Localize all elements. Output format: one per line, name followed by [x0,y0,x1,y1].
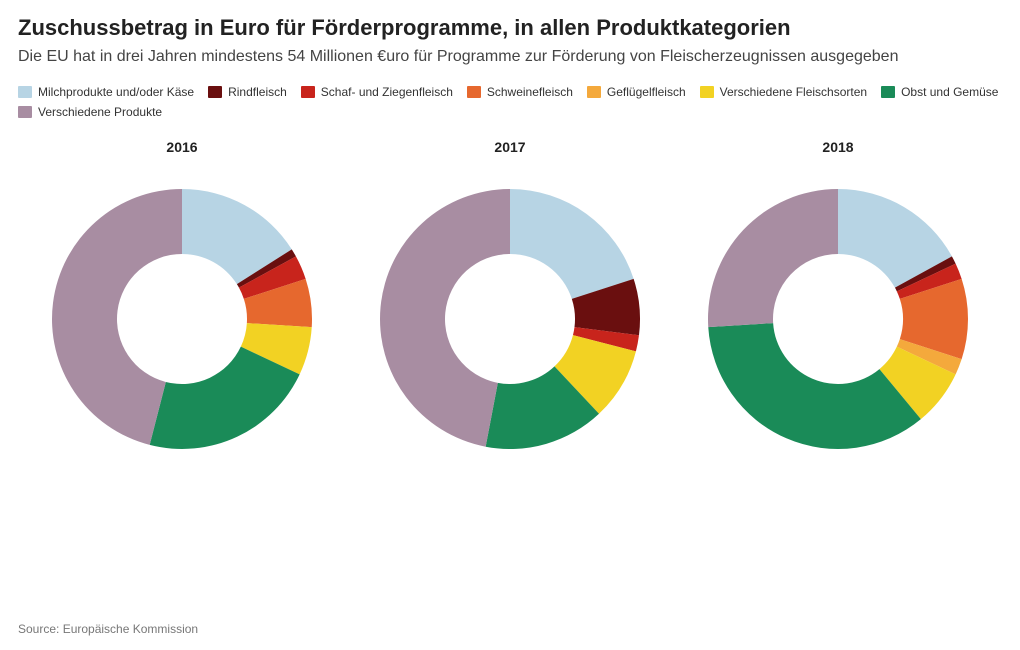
legend-item: Verschiedene Produkte [18,105,162,119]
legend-swatch [301,86,315,98]
donut-slice [510,189,634,299]
legend-item: Geflügelfleisch [587,85,686,99]
donut-slice [708,323,921,449]
chart-title: Zuschussbetrag in Euro für Förderprogram… [18,14,1002,42]
legend-label: Schaf- und Ziegenfleisch [321,85,453,99]
year-label: 2018 [822,139,853,155]
legend-label: Obst und Gemüse [901,85,998,99]
donut-chart [698,179,978,459]
charts-row: 2016 2017 2018 [18,139,1002,459]
legend-label: Verschiedene Fleischsorten [720,85,867,99]
legend-label: Verschiedene Produkte [38,105,162,119]
legend-swatch [208,86,222,98]
chart-column: 2018 [674,139,1002,459]
legend: Milchprodukte und/oder Käse Rindfleisch Sc… [18,85,1002,119]
legend-swatch [587,86,601,98]
legend-label: Rindfleisch [228,85,287,99]
donut-slice [380,189,510,447]
legend-swatch [881,86,895,98]
legend-item: Verschiedene Fleischsorten [700,85,867,99]
chart-subtitle: Die EU hat in drei Jahren mindestens 54 … [18,46,1002,68]
legend-item: Schweinefleisch [467,85,573,99]
donut-slice [708,189,838,327]
legend-swatch [18,106,32,118]
legend-item: Obst und Gemüse [881,85,998,99]
donut-chart [370,179,650,459]
legend-item: Schaf- und Ziegenfleisch [301,85,453,99]
year-label: 2017 [494,139,525,155]
chart-column: 2016 [18,139,346,459]
legend-swatch [467,86,481,98]
year-label: 2016 [166,139,197,155]
source-text: Source: Europäische Kommission [18,622,198,636]
legend-item: Milchprodukte und/oder Käse [18,85,194,99]
legend-swatch [18,86,32,98]
legend-swatch [700,86,714,98]
donut-chart [42,179,322,459]
legend-label: Milchprodukte und/oder Käse [38,85,194,99]
legend-label: Schweinefleisch [487,85,573,99]
legend-item: Rindfleisch [208,85,287,99]
legend-label: Geflügelfleisch [607,85,686,99]
chart-column: 2017 [346,139,674,459]
